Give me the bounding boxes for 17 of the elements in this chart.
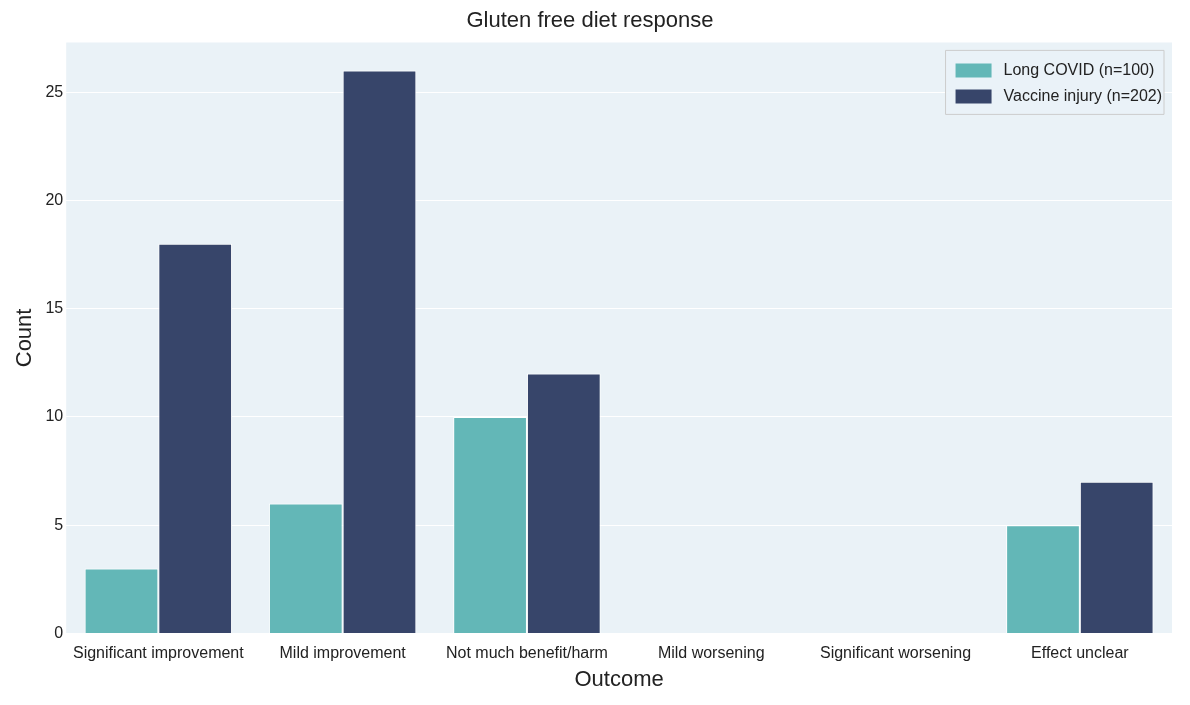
x-tick-label: Mild worsening xyxy=(657,644,765,662)
x-tick-label: Mild improvement xyxy=(279,644,407,662)
y-tick-label: 0 xyxy=(54,623,64,641)
legend-label: Long COVID (n=100) xyxy=(1003,60,1155,78)
y-axis-title: Count xyxy=(11,308,37,368)
x-tick-label: Significant improvement xyxy=(72,644,245,662)
y-tick-label: 5 xyxy=(54,515,64,533)
y-tick-label: 15 xyxy=(45,299,64,317)
x-axis-title: Outcome xyxy=(574,665,664,691)
x-tick-label: Not much benefit/harm xyxy=(446,644,608,662)
y-tick-label: 25 xyxy=(45,82,64,100)
y-tick-label: 10 xyxy=(45,407,64,425)
x-tick-label: Effect unclear xyxy=(1031,644,1130,662)
chart-title: Gluten free diet response xyxy=(466,7,714,33)
legend-label: Vaccine injury (n=202) xyxy=(1003,86,1162,104)
x-tick-label: Significant worsening xyxy=(819,644,972,662)
y-tick-label: 20 xyxy=(45,190,64,208)
